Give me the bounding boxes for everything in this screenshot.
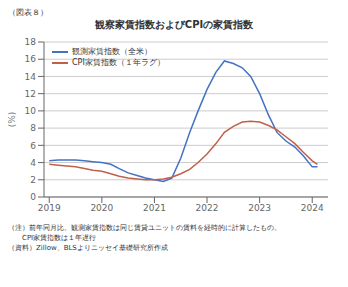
svg-text:2: 2 <box>30 175 36 185</box>
svg-text:(%): (%) <box>8 112 17 128</box>
svg-text:6: 6 <box>30 141 36 151</box>
svg-text:4: 4 <box>30 158 36 168</box>
svg-text:8: 8 <box>30 123 36 133</box>
html-text:（注）前年同月比。観測家賃指数は同じ賃貸ユニットの賃料を経時: （注）前年同月比。観測家賃指数は同じ賃貸ユニットの賃料を経時的に計算したもの。 <box>8 224 281 232</box>
svg-text:12: 12 <box>25 89 36 99</box>
html-text:観察家賃指数およびCPIの家賃指数: 観察家賃指数およびCPIの家賃指数 <box>94 19 254 30</box>
svg-text:18: 18 <box>25 37 37 47</box>
svg-text:2024: 2024 <box>301 203 324 213</box>
svg-text:2021: 2021 <box>143 203 166 213</box>
html-text:（図表８）: （図表８） <box>8 8 48 17</box>
svg-text:16: 16 <box>25 54 37 64</box>
svg-text:2019: 2019 <box>38 203 61 213</box>
html-text:CPI家賃指数は１年遅行: CPI家賃指数は１年遅行 <box>8 234 97 242</box>
svg-text:14: 14 <box>25 72 37 82</box>
svg-text:10: 10 <box>25 106 37 116</box>
svg-text:2022: 2022 <box>196 203 219 213</box>
html-text:観測家賃指数（全米）: 観測家賃指数（全米） <box>72 47 152 56</box>
svg-text:2020: 2020 <box>90 203 113 213</box>
html-text:CPI家賃指数（１年ラグ）: CPI家賃指数（１年ラグ） <box>72 58 165 67</box>
svg-text:2023: 2023 <box>248 203 271 213</box>
html-text:（資料）Zillow、BLSよりニッセイ基礎研究所作成: （資料）Zillow、BLSよりニッセイ基礎研究所作成 <box>8 244 168 252</box>
svg-text:0: 0 <box>30 192 36 202</box>
